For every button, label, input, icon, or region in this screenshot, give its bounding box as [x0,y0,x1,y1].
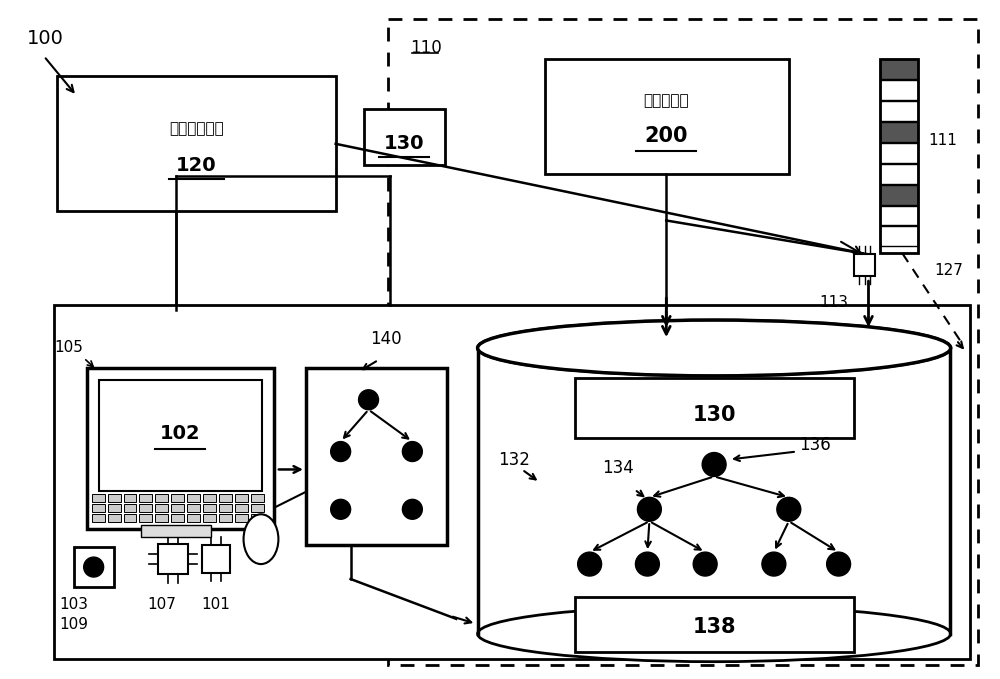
Bar [880,185,918,204]
Bar [219,504,232,512]
Bar [306,368,447,545]
Ellipse shape [478,320,951,376]
Bar [187,494,200,502]
Circle shape [331,441,351,462]
Bar [880,227,918,246]
Bar [251,504,264,512]
Circle shape [84,557,104,577]
Circle shape [359,390,378,409]
Bar [187,504,200,512]
Bar [880,101,918,121]
Bar [251,514,264,522]
Text: 136: 136 [799,435,831,454]
Bar [880,59,918,253]
Text: 111: 111 [928,133,957,148]
Bar [92,494,105,502]
Bar [108,514,121,522]
Bar [92,504,105,512]
Bar [108,504,121,512]
Bar [235,514,248,522]
Bar [108,494,121,502]
Bar [575,378,854,437]
Bar [219,494,232,502]
Circle shape [762,552,786,576]
Circle shape [331,499,351,519]
Text: 100: 100 [27,29,64,48]
Bar [388,19,978,665]
Bar [219,514,232,522]
Bar [880,59,918,79]
Circle shape [578,552,602,576]
Ellipse shape [244,514,278,564]
Bar [187,514,200,522]
Bar [545,59,789,174]
Bar [880,143,918,163]
Bar [155,504,168,512]
Circle shape [402,499,422,519]
Bar [235,504,248,512]
Bar [203,514,216,522]
Circle shape [635,552,659,576]
Text: 127: 127 [934,263,963,278]
Bar [57,76,336,210]
Bar [880,80,918,100]
Text: 138: 138 [692,617,736,637]
Circle shape [702,452,726,477]
Bar [251,494,264,502]
Text: 101: 101 [202,597,231,612]
Bar [124,494,136,502]
Bar [99,380,262,492]
Bar [880,206,918,225]
Bar [171,504,184,512]
Bar [139,504,152,512]
Bar [87,368,274,529]
Circle shape [637,497,661,521]
Bar [139,494,152,502]
Text: 130: 130 [692,405,736,424]
Bar [54,305,970,659]
Circle shape [827,552,851,576]
Text: 医学成像设备: 医学成像设备 [169,122,224,136]
Bar [171,494,184,502]
Text: 103: 103 [60,597,89,612]
Text: 120: 120 [176,156,217,175]
Bar [854,255,875,276]
Bar [235,494,248,502]
Text: 107: 107 [147,597,176,612]
Bar [202,545,230,573]
Text: 102: 102 [160,424,201,443]
Bar [92,514,105,522]
Text: 134: 134 [602,460,633,477]
Bar [155,514,168,522]
Text: 110: 110 [410,39,442,57]
Text: 105: 105 [54,340,83,356]
Text: 方法或过程: 方法或过程 [644,94,689,109]
Text: 113: 113 [819,295,848,310]
Text: 109: 109 [60,617,89,632]
Circle shape [693,552,717,576]
Bar [74,547,114,587]
Text: 200: 200 [645,126,688,146]
Bar [141,526,211,537]
Bar [575,597,854,652]
Bar [364,109,445,165]
Text: 132: 132 [498,450,530,469]
Bar [203,504,216,512]
Bar [880,122,918,142]
Bar [880,164,918,183]
Bar [171,514,184,522]
Circle shape [777,497,801,521]
Bar [155,494,168,502]
Ellipse shape [478,320,951,376]
Bar [124,514,136,522]
Circle shape [402,441,422,462]
Bar [139,514,152,522]
Ellipse shape [478,606,951,661]
Bar [124,504,136,512]
Text: 130: 130 [384,134,425,153]
Bar [478,348,951,634]
Bar [203,494,216,502]
Bar [158,544,188,574]
Text: 140: 140 [371,330,402,348]
